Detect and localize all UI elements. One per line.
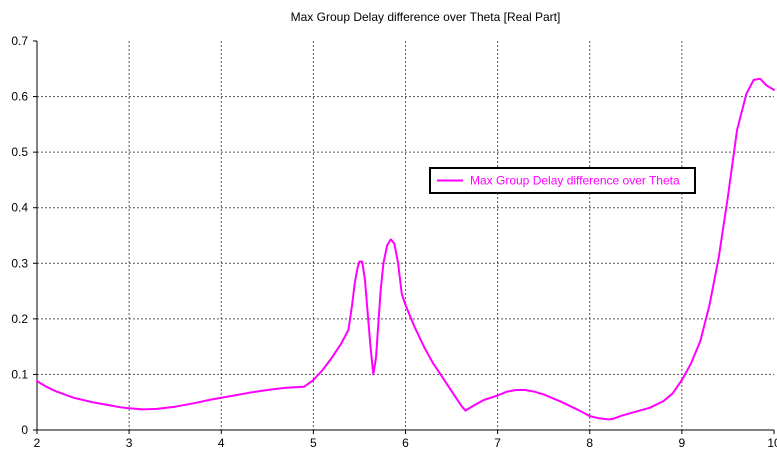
series-line <box>36 77 775 421</box>
x-tick-label: 5 <box>310 436 317 450</box>
y-tick-label: 0.7 <box>11 34 28 48</box>
y-tick-labels: 0 0.1 0.2 0.3 0.4 0.5 0.6 0.7 <box>11 34 28 437</box>
x-tick-label: 8 <box>586 436 593 450</box>
legend: Max Group Delay difference over Theta <box>429 167 696 194</box>
x-tick-label: 7 <box>494 436 501 450</box>
x-tick-label: 9 <box>679 436 686 450</box>
y-tick-label: 0.6 <box>11 90 28 104</box>
axes <box>33 40 775 434</box>
y-tick-label: 0.1 <box>11 367 28 381</box>
x-tick-label: 3 <box>126 436 133 450</box>
x-tick-label: 10 <box>767 436 777 450</box>
x-tick-label: 4 <box>218 436 225 450</box>
x-tick-label: 6 <box>402 436 409 450</box>
chart-title: Max Group Delay difference over Theta [R… <box>291 10 561 24</box>
grid-lines <box>37 41 774 430</box>
x-tick-label: 2 <box>34 436 41 450</box>
y-tick-label: 0.4 <box>11 201 28 215</box>
legend-label: Max Group Delay difference over Theta <box>470 174 680 188</box>
x-tick-labels: 2 3 4 5 6 7 8 9 10 <box>34 436 777 450</box>
y-tick-label: 0.2 <box>11 312 28 326</box>
series-layer <box>36 77 775 421</box>
legend-box <box>429 167 696 194</box>
y-tick-label: 0 <box>21 423 28 437</box>
y-tick-label: 0.3 <box>11 256 28 270</box>
y-tick-label: 0.5 <box>11 145 28 159</box>
